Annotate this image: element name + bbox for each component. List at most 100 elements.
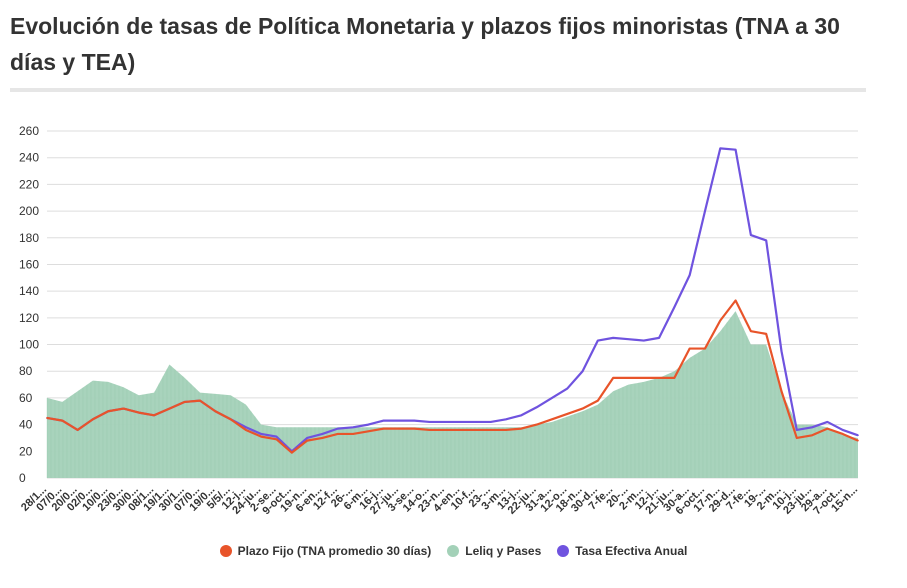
y-tick-label: 220 <box>19 177 39 191</box>
plazo-fijo-line-point <box>520 427 523 430</box>
plazo-fijo-line-point <box>566 413 569 415</box>
plazo-fijo-line <box>46 299 859 454</box>
plazo-fijo-line-point <box>398 427 400 430</box>
tea-line-point <box>459 421 461 423</box>
legend-item-plazo-fijo[interactable]: Plazo Fijo (TNA promedio 30 días) <box>219 544 431 558</box>
tea-line-point <box>750 234 752 236</box>
plazo-fijo-line-point <box>199 399 201 402</box>
plazo-fijo-line-point <box>581 407 584 410</box>
y-tick-label: 20 <box>19 444 33 458</box>
legend-marker-leliq <box>447 545 460 557</box>
tea-line-point <box>642 339 645 342</box>
plazo-fijo-line-point <box>336 433 339 435</box>
plazo-fijo-line-point <box>46 417 48 419</box>
plazo-fijo-line-point <box>76 429 79 431</box>
plazo-fijo-line-point <box>551 418 553 421</box>
plazo-fijo-line-point <box>275 438 278 441</box>
y-tick-label: 40 <box>19 418 33 432</box>
plazo-fijo-line-point <box>367 430 370 433</box>
plazo-fijo-line-point <box>321 437 324 439</box>
legend-item-tea[interactable]: Tasa Efectiva Anual <box>557 544 687 558</box>
tea-line-point <box>841 429 844 431</box>
plazo-fijo-line-point <box>612 377 614 379</box>
plazo-fijo-line-point <box>428 429 431 431</box>
series-lines <box>46 147 859 454</box>
plazo-fijo-line-point <box>704 347 706 350</box>
tea-line-point <box>474 421 477 423</box>
title-divider <box>10 88 866 92</box>
plazo-fijo-line-point <box>444 429 446 431</box>
legend-item-leliq[interactable]: Leliq y Pases <box>447 544 541 558</box>
plazo-fijo-line-point <box>795 437 798 439</box>
plazo-fijo-line-point <box>138 411 140 414</box>
y-tick-label: 120 <box>19 311 39 325</box>
plazo-fijo-line-point <box>811 434 813 437</box>
tea-line-point <box>382 419 385 422</box>
tea-line-point <box>658 337 660 339</box>
plazo-fijo-line-point <box>780 390 783 393</box>
plazo-fijo-line-point <box>260 435 263 438</box>
leliq-area <box>46 311 858 478</box>
plazo-fijo-line-point <box>597 399 599 402</box>
tea-line-point <box>688 274 691 276</box>
x-axis-labels: 28/1...07/0...20/0...02/0...10/0...23/0.… <box>19 484 860 518</box>
legend-label-tea: Tasa Efectiva Anual <box>575 544 688 558</box>
tea-line-point <box>673 306 676 308</box>
leliq-area-shape <box>47 311 858 478</box>
tea-line-point <box>566 387 569 390</box>
chart-title: Evolución de tasas de Política Monetaria… <box>10 13 840 75</box>
y-tick-label: 200 <box>19 204 39 218</box>
plazo-fijo-line-point <box>826 427 829 430</box>
tea-line-point <box>398 419 400 422</box>
tea-line-point <box>811 426 813 429</box>
plazo-fijo-line-point <box>352 433 354 435</box>
tea-line-point <box>612 337 614 339</box>
plazo-fijo-line-point <box>688 347 691 350</box>
tea-line-point <box>719 147 722 150</box>
y-tick-label: 80 <box>19 364 33 378</box>
y-tick-label: 100 <box>19 338 39 352</box>
tea-line-point <box>551 397 553 399</box>
tea-line-point <box>505 418 507 421</box>
tea-line-point <box>275 435 278 438</box>
plazo-fijo-line-point <box>627 377 630 379</box>
y-tick-label: 60 <box>19 391 33 405</box>
plazo-fijo-line-point <box>229 418 232 421</box>
tea-line-point <box>826 421 829 423</box>
tea-line-point <box>352 426 354 429</box>
y-tick-label: 260 <box>19 124 39 138</box>
plazo-fijo-line-point <box>214 410 217 413</box>
tea-line-point <box>520 414 523 417</box>
plazo-fijo-line-point <box>857 439 859 442</box>
tea-line-point <box>597 339 599 342</box>
tea-line-point <box>367 423 370 426</box>
plazo-fijo-line-point <box>245 429 247 431</box>
plazo-fijo-line-point <box>291 451 293 454</box>
tea-line-point <box>336 427 339 430</box>
tea-line-point <box>413 419 416 422</box>
plazo-fijo-line-point <box>413 427 416 430</box>
tea-line-point <box>489 421 492 423</box>
plazo-fijo-line-point <box>841 433 844 435</box>
plazo-fijo-line-point <box>122 407 125 410</box>
y-tick-label: 240 <box>19 151 39 165</box>
tea-line-point <box>306 437 308 439</box>
plazo-fijo-line-point <box>765 333 767 335</box>
plazo-fijo-line-point <box>306 439 308 442</box>
legend-marker-plazo-fijo <box>219 545 232 557</box>
tea-line-point <box>535 406 538 409</box>
y-axis-labels: 0 20 40 60 80 100 120 140 160 180 200 220 240 260 <box>19 124 39 485</box>
y-tick-label: 0 <box>19 471 26 485</box>
tea-line-point <box>245 426 247 429</box>
tea-line-point <box>795 429 798 431</box>
plazo-fijo-line-point <box>168 407 171 410</box>
plazo-fijo-line-point <box>673 377 676 379</box>
plazo-fijo-line-point <box>535 423 538 426</box>
chart-legend: Plazo Fijo (TNA promedio 30 días) Leliq … <box>0 541 907 561</box>
tea-line-point <box>581 370 584 373</box>
tea-line-point <box>260 433 263 435</box>
plazo-fijo-line-point <box>107 410 110 413</box>
tea-line-point <box>734 148 737 151</box>
legend-marker-tea <box>557 545 570 557</box>
plazo-fijo-line-point <box>642 377 645 379</box>
